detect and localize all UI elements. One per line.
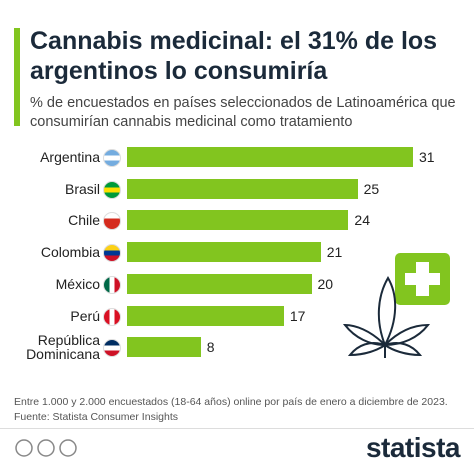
flag (103, 244, 121, 263)
flag (103, 275, 121, 294)
value-label: 25 (363, 180, 380, 197)
flag (103, 212, 121, 231)
category-label: República Dominicana (26, 332, 100, 363)
category-label: Colombia (40, 244, 100, 261)
divider (0, 428, 474, 429)
bar (127, 242, 321, 263)
category-label: México (55, 275, 100, 292)
category-label: Brasil (64, 180, 100, 197)
bar (127, 178, 358, 199)
value-label: 24 (354, 212, 370, 229)
flag (103, 149, 121, 167)
accent-bar (14, 28, 20, 126)
bar (127, 147, 413, 167)
chart-title: Cannabis medicinal: el 31% de los argent… (30, 27, 438, 85)
flag (103, 180, 121, 199)
bar (127, 337, 201, 358)
value-label: 8 (206, 339, 215, 356)
bar (127, 273, 312, 294)
license-icons (15, 439, 77, 457)
value-label: 20 (317, 275, 334, 292)
illustration (342, 253, 450, 358)
value-label: 21 (326, 244, 343, 261)
bar (127, 210, 349, 231)
flag (103, 307, 121, 326)
note: Entre 1.000 y 2.000 encuestados (18-64 a… (14, 396, 448, 408)
source: Fuente: Statista Consumer Insights (14, 411, 178, 423)
category-label: Argentina (40, 149, 100, 165)
chart-subtitle: % de encuestados en países seleccionados… (30, 95, 456, 130)
value-label: 31 (419, 149, 435, 165)
category-label: Perú (70, 307, 100, 324)
value-label: 17 (289, 307, 306, 324)
flag (103, 339, 121, 358)
bar (127, 305, 284, 326)
category-label: Chile (68, 212, 100, 229)
brand-logo: statista (365, 432, 461, 463)
